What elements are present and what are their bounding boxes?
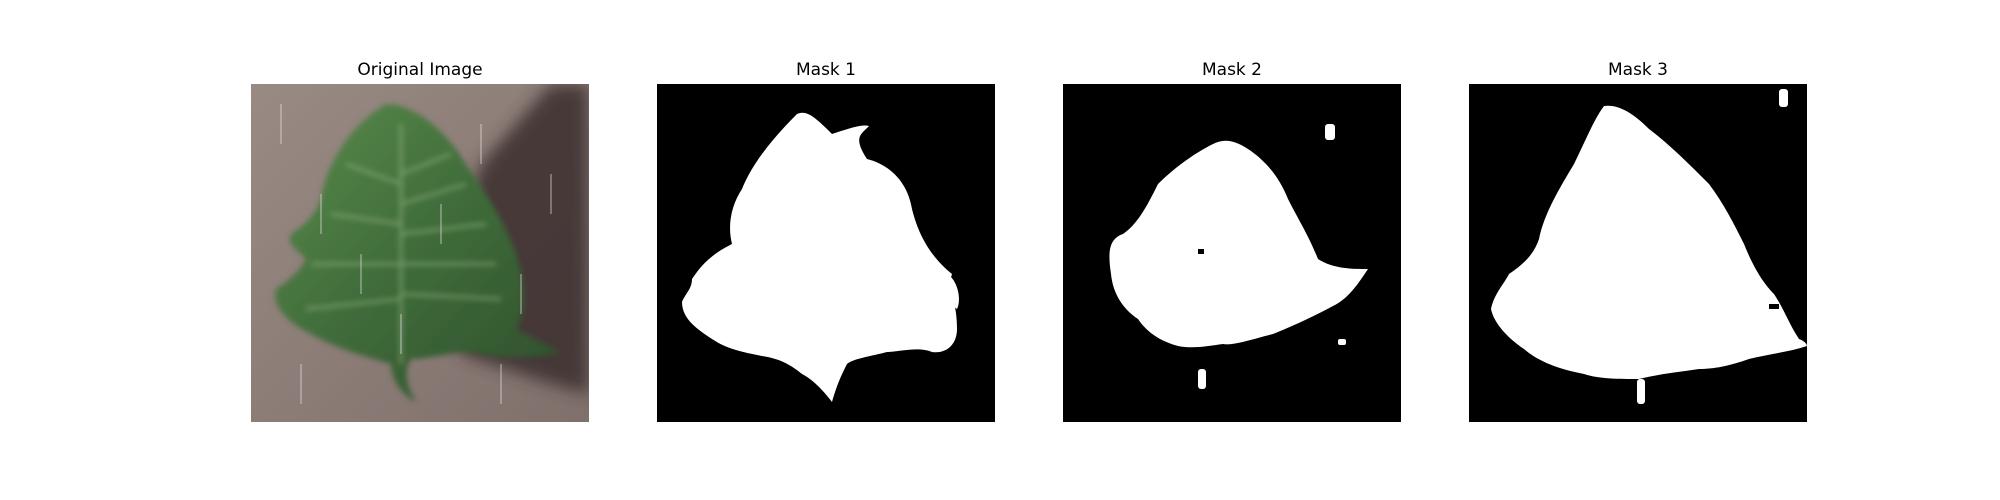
mask-2-speck <box>1338 339 1346 345</box>
mask-1-image <box>657 84 995 422</box>
leaf-photo <box>251 84 589 422</box>
mask-3-speck <box>1637 379 1645 404</box>
mask-2-speck <box>1198 369 1206 389</box>
mask-1-panel <box>657 84 995 422</box>
leaf-shape <box>275 104 561 402</box>
mask-3-hole <box>1769 304 1779 309</box>
panel-title-mask-3: Mask 3 <box>1607 60 1668 80</box>
mask-1-speck <box>946 274 959 309</box>
leaf-veins <box>305 123 502 364</box>
rain-streaks <box>280 104 552 404</box>
mask-2-hole <box>1198 249 1204 254</box>
panel-title-original-image: Original Image <box>357 60 483 80</box>
mask-2-region <box>1109 140 1368 348</box>
panel-title-mask-1: Mask 1 <box>795 60 856 80</box>
mask-2-panel <box>1063 84 1401 422</box>
mask-3-speck <box>1779 89 1788 107</box>
mask-2-image <box>1063 84 1401 422</box>
original-image-panel <box>251 84 589 422</box>
mask-3-region <box>1491 105 1807 380</box>
mask-3-panel <box>1469 84 1807 422</box>
mask-3-image <box>1469 84 1807 422</box>
panel-title-mask-2: Mask 2 <box>1201 60 1262 80</box>
mask-2-speck <box>1325 124 1335 140</box>
mask-1-region <box>682 112 957 403</box>
